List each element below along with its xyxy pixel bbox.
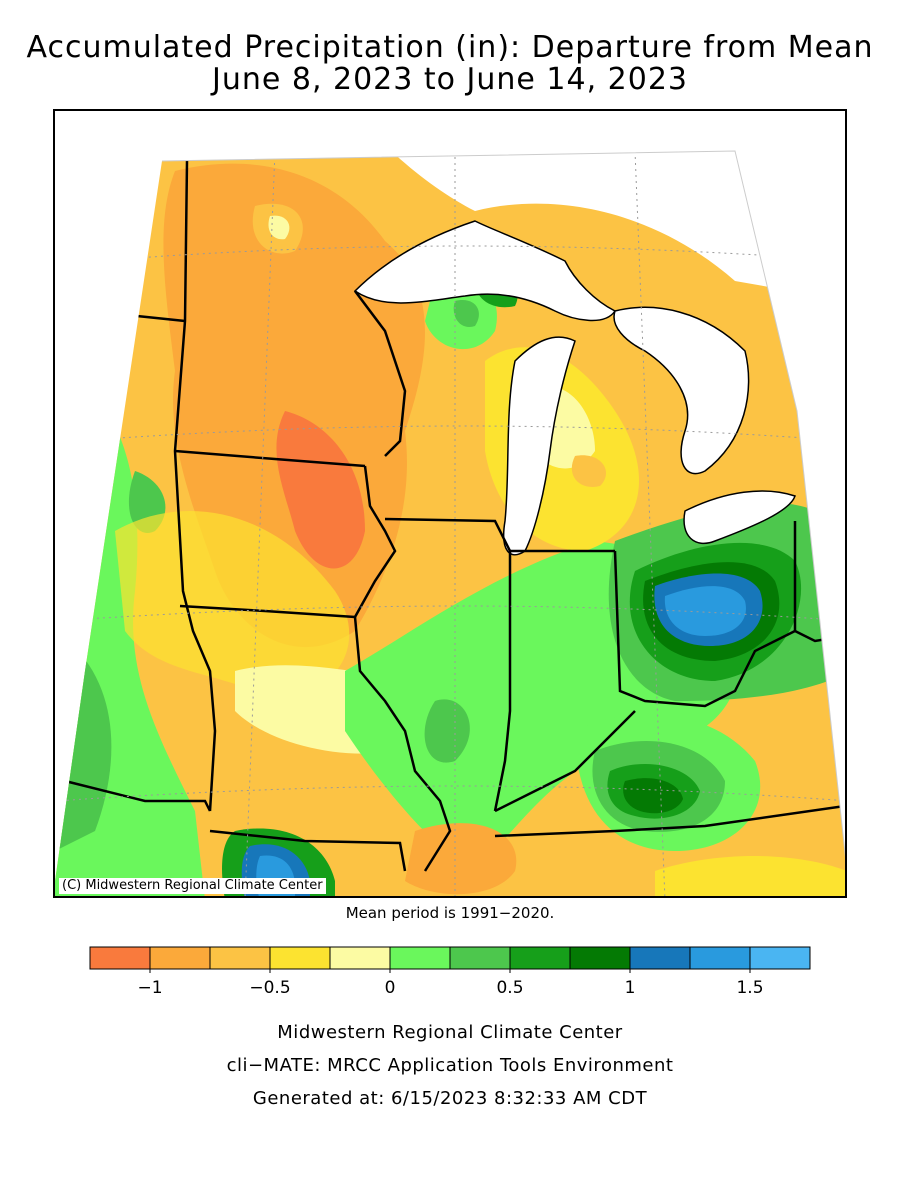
legend-swatch [569, 946, 631, 970]
legend-swatch [749, 946, 811, 970]
precip-fill-layer [55, 151, 845, 896]
legend-swatch [269, 946, 331, 970]
legend-tick-labels: −1 −0.5 0 0.5 1 1.5 [137, 969, 764, 998]
map-credit: (C) Midwestern Regional Climate Center [59, 878, 326, 894]
legend-swatch [149, 946, 211, 970]
legend-swatch [689, 946, 751, 970]
graticule [55, 151, 845, 896]
legend-tick-label: 1 [625, 978, 636, 998]
map-canvas [55, 150, 845, 896]
mean-period-note: Mean period is 1991−2020. [345, 904, 555, 922]
legend-swatch [389, 946, 451, 970]
legend-swatch [629, 946, 691, 970]
legend-swatch [209, 946, 271, 970]
footer-generated: Generated at: 6/15/2023 8:32:33 AM CDT [252, 1088, 648, 1109]
legend-tick-label: −1 [137, 978, 162, 998]
legend-tick-label: 0 [385, 978, 396, 998]
legend-swatch [329, 946, 391, 970]
legend-swatch [449, 946, 511, 970]
legend-tick-label: −0.5 [249, 978, 290, 998]
legend-swatch [509, 946, 571, 970]
color-legend: −1 −0.5 0 0.5 1 1.5 [89, 946, 811, 998]
legend-swatch [89, 946, 151, 970]
footer-org: Midwestern Regional Climate Center [277, 1022, 623, 1043]
precipitation-map: (C) Midwestern Regional Climate Center [53, 109, 847, 898]
state-boundaries [64, 160, 845, 872]
legend-tick-label: 0.5 [496, 978, 523, 998]
footer-app: cli−MATE: MRCC Application Tools Environ… [226, 1055, 674, 1076]
map-subtitle-dates: June 8, 2023 to June 14, 2023 [211, 62, 689, 97]
map-title: Accumulated Precipitation (in): Departur… [26, 30, 874, 65]
legend-swatches [89, 946, 811, 970]
legend-tick-label: 1.5 [736, 978, 763, 998]
